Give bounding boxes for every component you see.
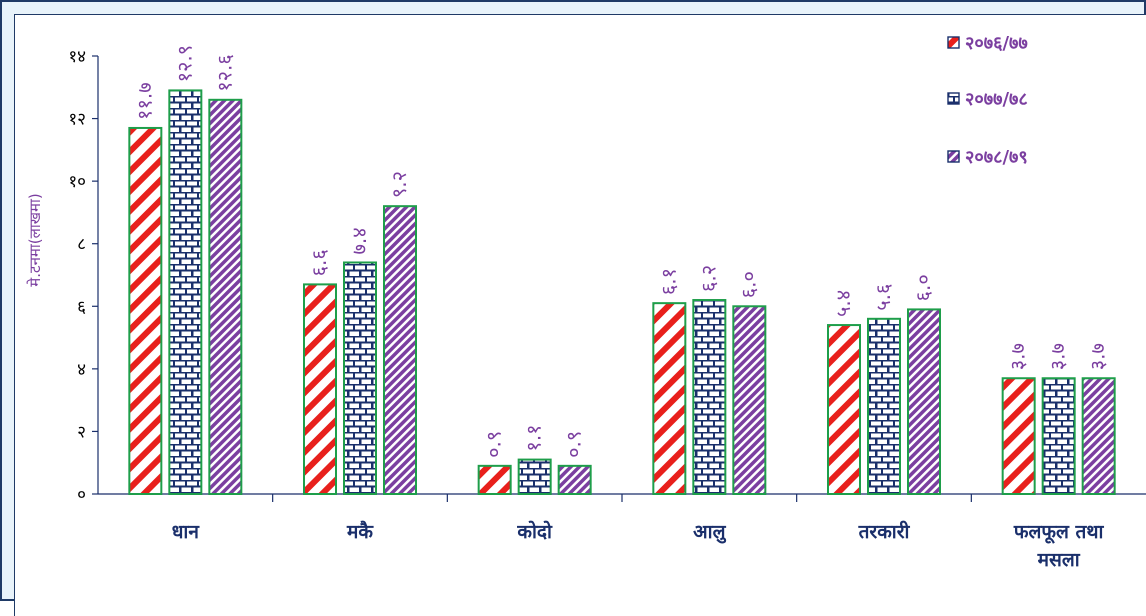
bar-3-2 <box>732 305 767 495</box>
x-category-label: तरकारी <box>858 520 911 543</box>
y-tick-label: २ <box>77 422 86 442</box>
bar-value-label: ०.९ <box>482 431 506 458</box>
bar-value-label: १२.९ <box>172 45 196 83</box>
legend-swatch <box>947 150 960 163</box>
bar-value-label: ३.७ <box>1046 343 1070 370</box>
bar-value-label: ५.६ <box>871 284 895 311</box>
x-category-label: धान <box>172 521 201 543</box>
bar-3-1 <box>692 299 727 495</box>
bar-2-1 <box>517 458 552 496</box>
x-category-label: मसला <box>1037 549 1081 571</box>
bar-5-2 <box>1081 377 1116 495</box>
bar-3-0 <box>652 302 687 495</box>
bar-value-label: ३.७ <box>1006 343 1030 370</box>
y-tick-label: ६ <box>77 297 86 317</box>
x-category-label: फलफूल तथा <box>1013 521 1105 544</box>
plot-area <box>14 14 1146 616</box>
bar-value-label: ५.४ <box>831 290 855 317</box>
bar-value-label: ६.० <box>911 274 935 301</box>
bar-1-1 <box>343 261 377 495</box>
legend-label: २०७८/७९ <box>965 147 1028 168</box>
bar-0-0 <box>128 126 163 495</box>
bar-value-label: ६.० <box>736 271 760 298</box>
bar-value-label: १२.६ <box>212 54 236 92</box>
bar-value-label: ६.६ <box>307 249 331 276</box>
bar-4-2 <box>907 308 941 495</box>
bar-2-0 <box>477 464 512 496</box>
x-category-label: आलु <box>693 521 726 544</box>
bar-value-label: १.१ <box>522 424 546 451</box>
bar-chart: ० २ ४ ६ ८ १० १२ १४ मे.टनमा(लाखमा) धान मकै कोदो आलु तर… <box>26 33 1146 571</box>
y-tick-label: १२ <box>68 110 86 130</box>
y-tick-label: ० <box>77 485 86 505</box>
bar-1-2 <box>383 205 417 496</box>
bar-1-0 <box>303 283 337 495</box>
bar-5-1 <box>1041 377 1076 495</box>
bar-2-2 <box>557 464 592 496</box>
bar-value-label: ९.२ <box>387 171 411 198</box>
bar-4-0 <box>827 324 861 495</box>
y-tick-label: १० <box>68 172 86 192</box>
y-axis-title: मे.टनमा(लाखमा) <box>26 193 44 286</box>
bar-4-1 <box>867 317 901 495</box>
legend-label: २०७६/७७ <box>965 33 1028 54</box>
legend-swatch <box>947 92 960 105</box>
y-tick-label: १४ <box>68 47 86 67</box>
bar-0-1 <box>168 89 203 496</box>
bar-value-label: ६.१ <box>656 268 680 295</box>
legend-label: २०७७/७८ <box>965 89 1028 110</box>
bar-value-label: ७.४ <box>347 227 371 254</box>
y-tick-label: ८ <box>77 235 86 255</box>
bar-value-label: ६.२ <box>696 265 720 292</box>
legend-swatch <box>947 36 960 49</box>
bar-value-label: ३.७ <box>1086 343 1110 370</box>
x-category-label: मकै <box>346 520 374 543</box>
bar-value-label: ११.७ <box>132 82 156 120</box>
bar-0-2 <box>208 98 243 496</box>
bar-5-0 <box>1001 377 1036 495</box>
y-tick-label: ४ <box>77 360 86 380</box>
x-category-label: कोदो <box>516 520 553 543</box>
bar-value-label: ०.९ <box>562 431 586 458</box>
